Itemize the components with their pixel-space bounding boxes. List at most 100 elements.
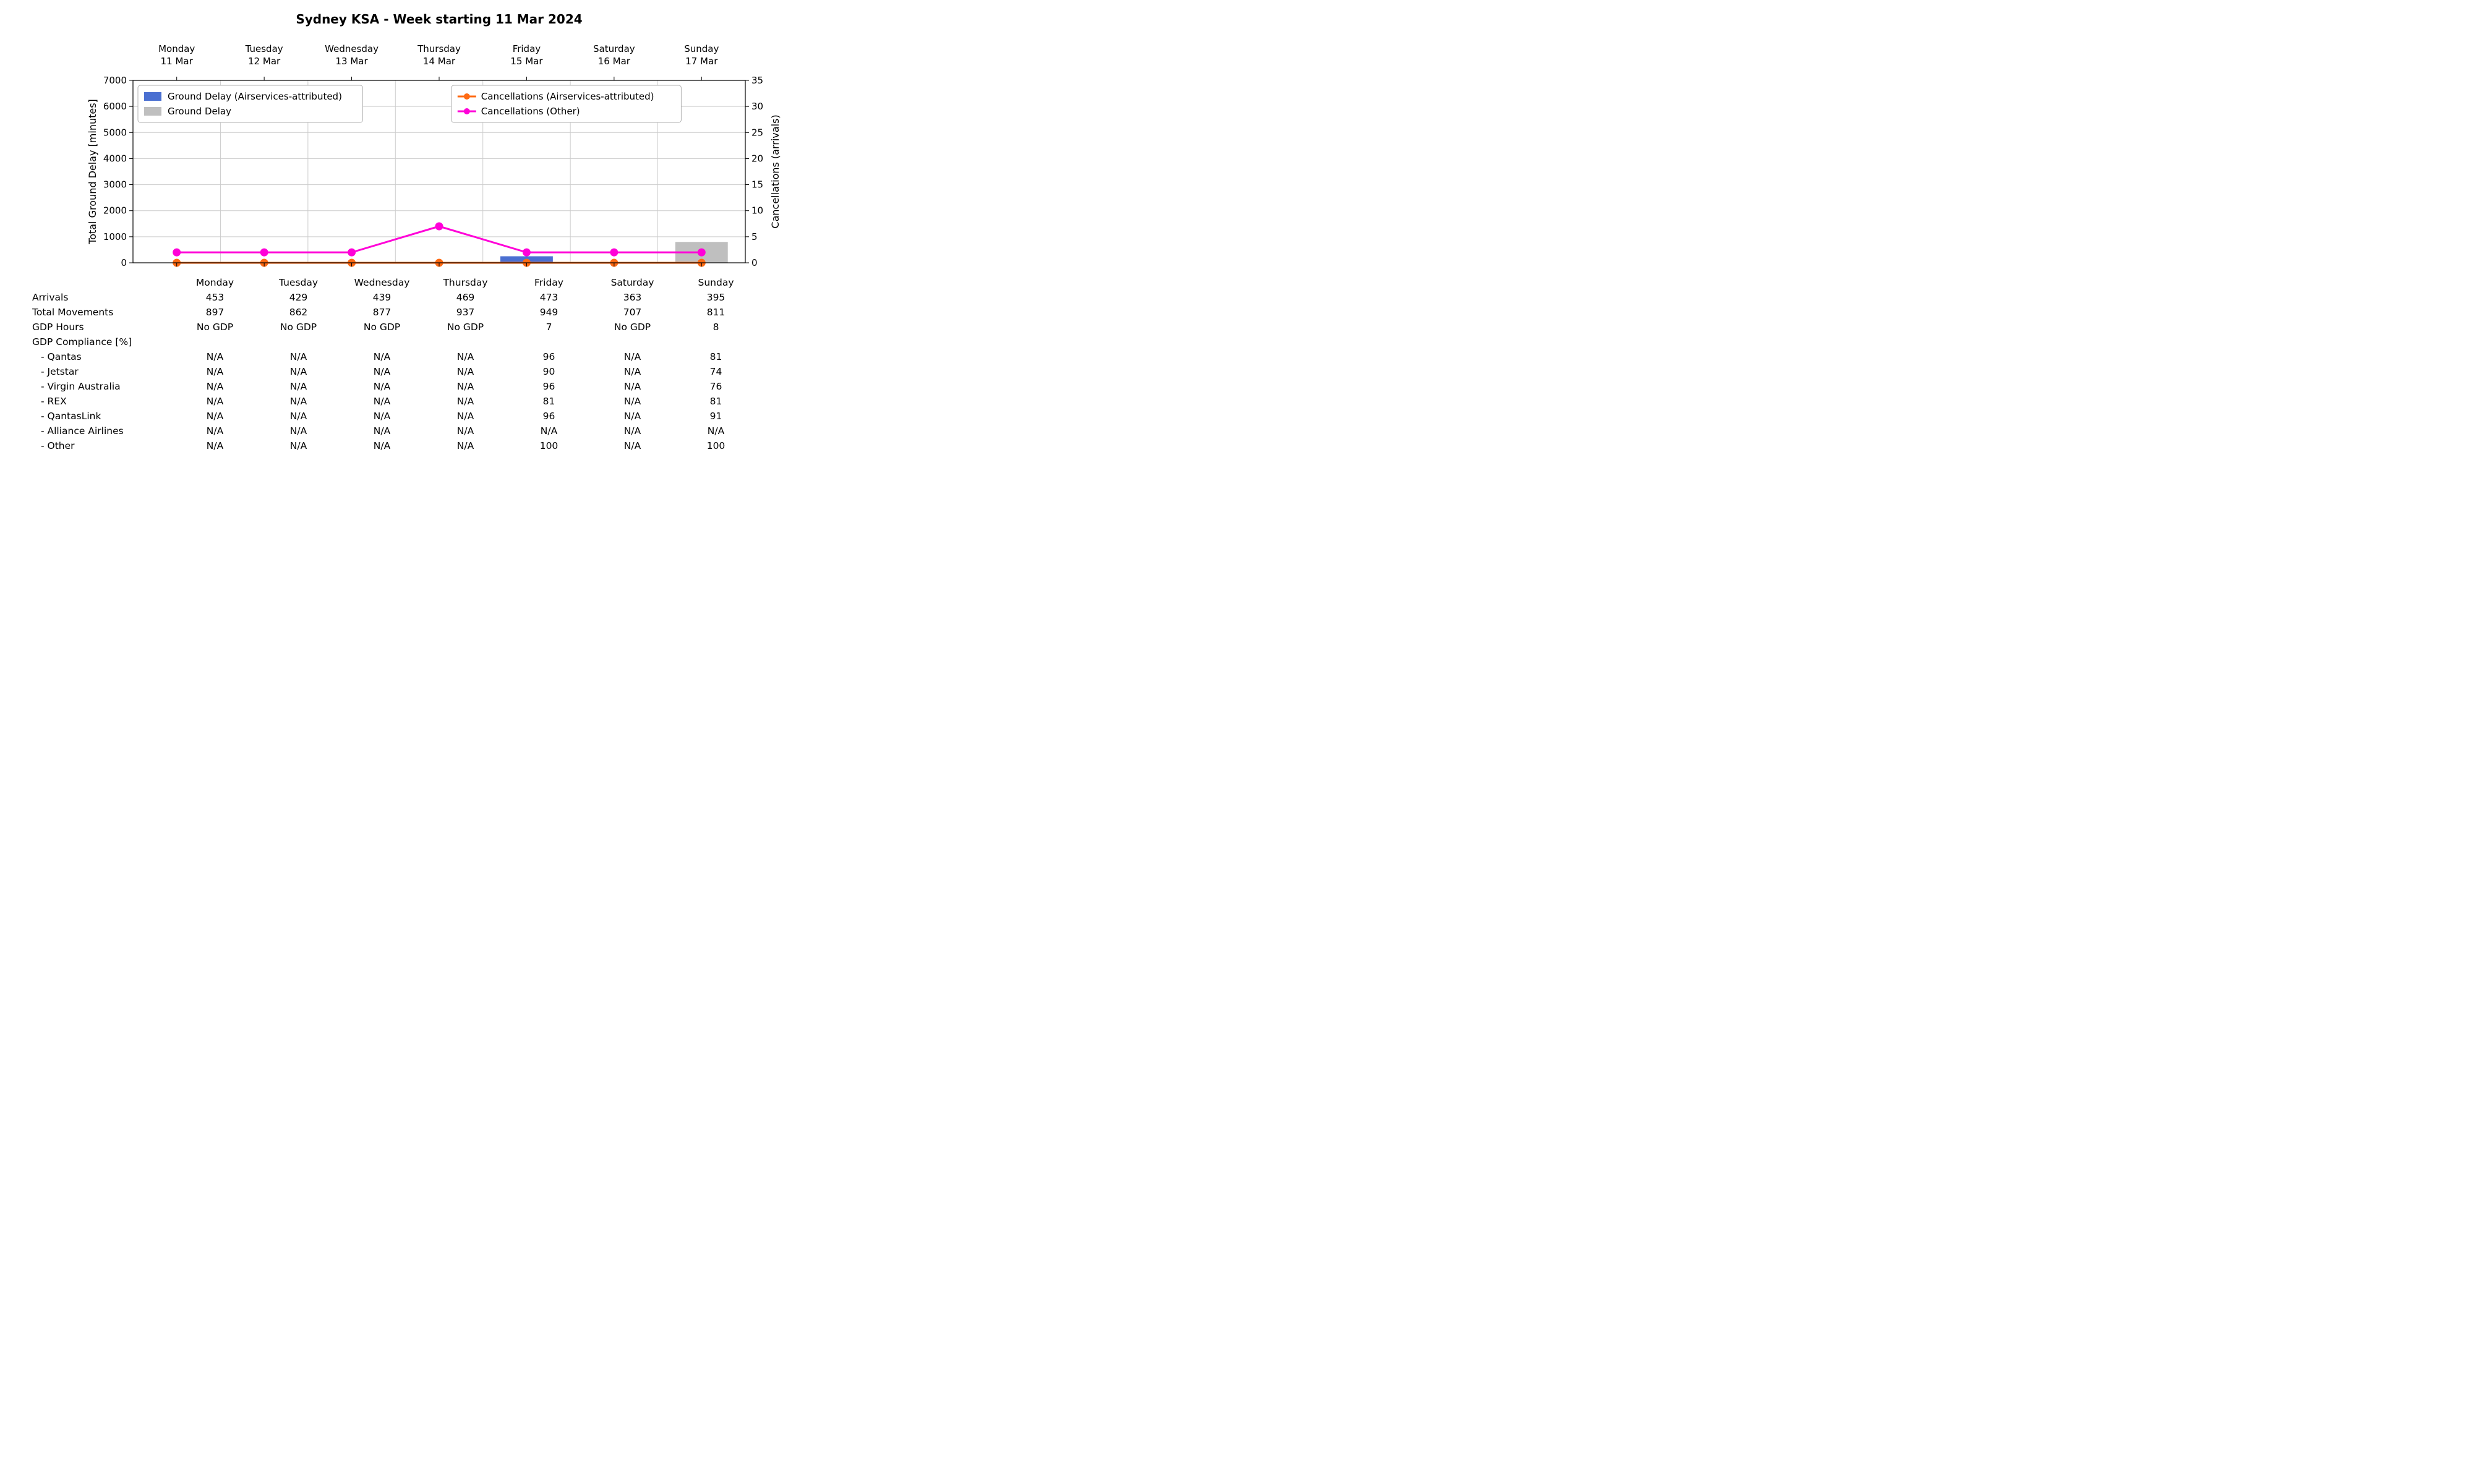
table-cell: N/A	[457, 411, 474, 422]
legend-box: Cancellations (Airservices-attributed) Ca…	[452, 85, 682, 122]
table-cell: N/A	[207, 351, 224, 362]
table-cell: 897	[206, 307, 225, 318]
table-cell: 76	[710, 381, 722, 392]
table-cell: N/A	[374, 366, 391, 377]
table-cell: 100	[540, 440, 559, 451]
table-cell: N/A	[207, 366, 224, 377]
table-day-header: Thursday	[442, 277, 487, 288]
table-row-label: - Qantas	[41, 351, 82, 362]
table-cell: N/A	[624, 440, 641, 451]
y-left-tick-label: 3000	[103, 179, 127, 190]
table-cell: N/A	[290, 440, 307, 451]
legend-swatch-marker	[464, 93, 470, 100]
table-cell: 96	[543, 351, 555, 362]
y-left-tick-label: 1000	[103, 231, 127, 242]
table-cell: 74	[710, 366, 722, 377]
table-row-label: GDP Hours	[32, 322, 84, 333]
table-cell: 91	[710, 411, 722, 422]
table-cell: 453	[206, 292, 225, 303]
table-row-label: - Alliance Airlines	[41, 425, 124, 437]
cancellations_other-marker	[260, 249, 268, 256]
table-cell: N/A	[290, 366, 307, 377]
y-right-tick-label: 15	[751, 179, 763, 190]
table-cell: No GDP	[447, 322, 484, 333]
table-cell: N/A	[374, 381, 391, 392]
table-cell: N/A	[457, 396, 474, 407]
table-cell: 429	[289, 292, 308, 303]
table-cell: 363	[623, 292, 642, 303]
table-cell: 7	[546, 322, 552, 333]
top-day-label: Tuesday12 Mar	[245, 43, 283, 67]
chart-svg: Sydney KSA - Week starting 11 Mar 2024Mo…	[0, 0, 866, 519]
table-cell: 81	[543, 396, 555, 407]
legend-label: Cancellations (Airservices-attributed)	[481, 91, 654, 102]
table-cell: N/A	[207, 440, 224, 451]
table-day-header: Monday	[196, 277, 234, 288]
top-day-label: Saturday16 Mar	[593, 43, 635, 67]
table-cell: 8	[713, 322, 719, 333]
report-page: Sydney KSA - Week starting 11 Mar 2024Mo…	[0, 0, 866, 519]
top-day-label: Monday11 Mar	[158, 43, 195, 67]
y-right-tick-label: 25	[751, 127, 763, 138]
y-left-axis-label: Total Ground Delay [minutes]	[87, 99, 98, 245]
y-right-tick-label: 35	[751, 75, 763, 86]
table-cell: N/A	[624, 396, 641, 407]
table-cell: 707	[623, 307, 642, 318]
table-row-label: - Virgin Australia	[41, 381, 121, 392]
top-day-label: Friday15 Mar	[510, 43, 543, 67]
table-cell: N/A	[207, 396, 224, 407]
table-cell: 439	[373, 292, 392, 303]
y-right-tick-label: 0	[751, 257, 758, 268]
table-row-label: - Jetstar	[41, 366, 79, 377]
y-left-tick-label: 7000	[103, 75, 127, 86]
y-right-tick-label: 20	[751, 153, 763, 164]
cancellations_other-marker	[523, 249, 530, 256]
table-cell: 937	[456, 307, 475, 318]
table-day-header: Sunday	[698, 277, 734, 288]
cancellations_other-marker	[348, 249, 356, 256]
table-cell: N/A	[207, 411, 224, 422]
table-cell: 949	[540, 307, 559, 318]
table-cell: 395	[707, 292, 726, 303]
legend-label: Cancellations (Other)	[481, 106, 580, 117]
table-cell: 811	[707, 307, 726, 318]
table-cell: N/A	[457, 440, 474, 451]
table-cell: No GDP	[197, 322, 233, 333]
table-cell: No GDP	[614, 322, 651, 333]
legend-box: Ground Delay (Airservices-attributed) Gro…	[138, 85, 362, 122]
table-cell: 473	[540, 292, 559, 303]
top-day-label: Wednesday13 Mar	[325, 43, 379, 67]
table-cell: N/A	[290, 411, 307, 422]
table-cell: 81	[710, 396, 722, 407]
table-cell: N/A	[374, 396, 391, 407]
legend-swatch-marker	[464, 108, 470, 114]
table-cell: N/A	[624, 366, 641, 377]
table-row-label: - Other	[41, 440, 75, 451]
y-right-tick-label: 30	[751, 101, 763, 112]
table-cell: No GDP	[364, 322, 400, 333]
table-cell: 90	[543, 366, 555, 377]
y-left-tick-label: 6000	[103, 101, 127, 112]
table-cell: No GDP	[280, 322, 317, 333]
y-left-tick-label: 5000	[103, 127, 127, 138]
y-right-axis-label: Cancellations (arrivals)	[769, 114, 781, 228]
table-cell: N/A	[207, 381, 224, 392]
table-cell: N/A	[290, 351, 307, 362]
table-day-header: Friday	[534, 277, 563, 288]
legend-label: Ground Delay	[168, 106, 231, 117]
y-left-tick-label: 2000	[103, 205, 127, 216]
table-row-label: Total Movements	[32, 307, 113, 318]
table-cell: N/A	[457, 366, 474, 377]
table-cell: N/A	[457, 381, 474, 392]
legend-label: Ground Delay (Airservices-attributed)	[168, 91, 342, 102]
y-left-tick-label: 4000	[103, 153, 127, 164]
y-left-tick-label: 0	[121, 257, 127, 268]
table-day-header: Tuesday	[278, 277, 318, 288]
cancellations_other-marker	[698, 249, 705, 256]
table-cell: N/A	[207, 425, 224, 437]
table-cell: N/A	[290, 381, 307, 392]
table-cell: N/A	[624, 381, 641, 392]
table-cell: N/A	[708, 425, 725, 437]
top-day-label: Sunday17 Mar	[684, 43, 719, 67]
cancellations_other-marker	[435, 223, 443, 230]
